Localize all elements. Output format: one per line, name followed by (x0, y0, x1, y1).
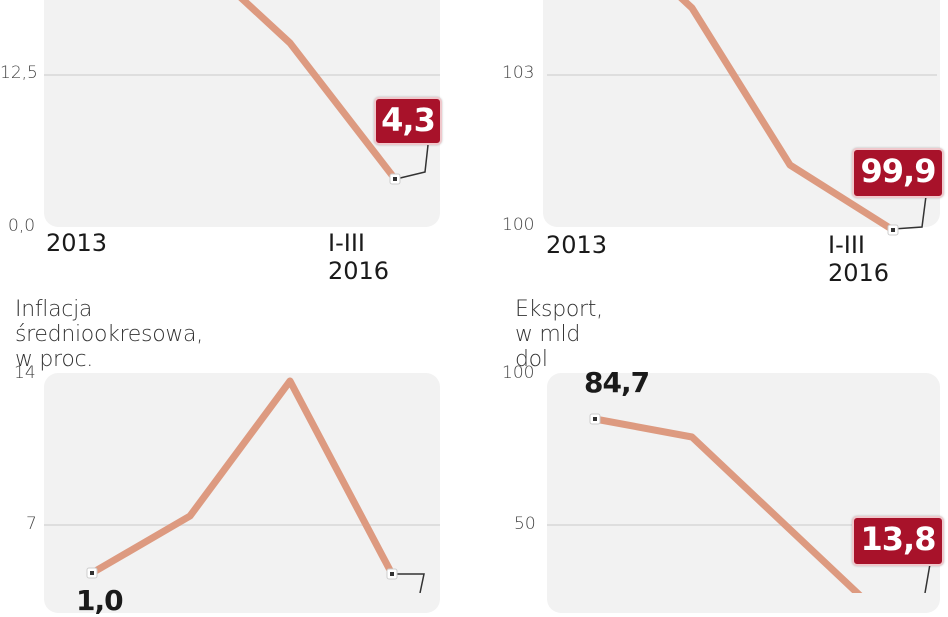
leader-line (892, 195, 927, 230)
x-axis-label-end: I-III 2016 (328, 229, 390, 285)
y-tick-label: 12,5 (0, 63, 38, 83)
value-callout-top-left: 4,3 (374, 97, 442, 145)
value-callout-top-right: 99,9 (852, 148, 944, 198)
x-axis-label-start: 2013 (546, 231, 608, 259)
chart-title: Inflacja średniookresowa, w proc. (15, 297, 203, 372)
plot-area (44, 373, 440, 613)
line-series-bottom-right (591, 415, 863, 593)
data-label-first-cut: 1,0 (76, 584, 124, 617)
value-callout-bottom-right: 13,8 (852, 516, 944, 566)
line-series-top-right (678, 0, 897, 234)
point-markers (86, 173, 899, 580)
gridline (547, 524, 940, 526)
y-tick-label: 7 (26, 514, 37, 534)
line-series-top-left (238, 0, 399, 183)
chart-title: Eksport, w mld dol (515, 297, 603, 372)
gridline (44, 524, 440, 526)
leader-line (393, 573, 425, 593)
y-tick-label: 103 (502, 63, 535, 83)
y-tick-label: 100 (502, 363, 535, 383)
y-tick-label: 100 (502, 215, 535, 235)
line-series-layer (86, 0, 931, 593)
y-tick-label: 14 (14, 363, 36, 383)
leader-line (924, 563, 931, 593)
leader-line (395, 144, 429, 180)
gridline (547, 74, 937, 76)
line-series-bottom-left (88, 377, 396, 578)
y-tick-label: 0,0 (8, 216, 36, 236)
data-label-first: 84,7 (584, 366, 650, 399)
x-axis-label-end: I-III 2016 (828, 231, 890, 287)
x-axis-label-start: 2013 (46, 229, 108, 257)
y-tick-label: 50 (514, 514, 536, 534)
gridline (44, 74, 440, 76)
plot-area (547, 373, 940, 613)
